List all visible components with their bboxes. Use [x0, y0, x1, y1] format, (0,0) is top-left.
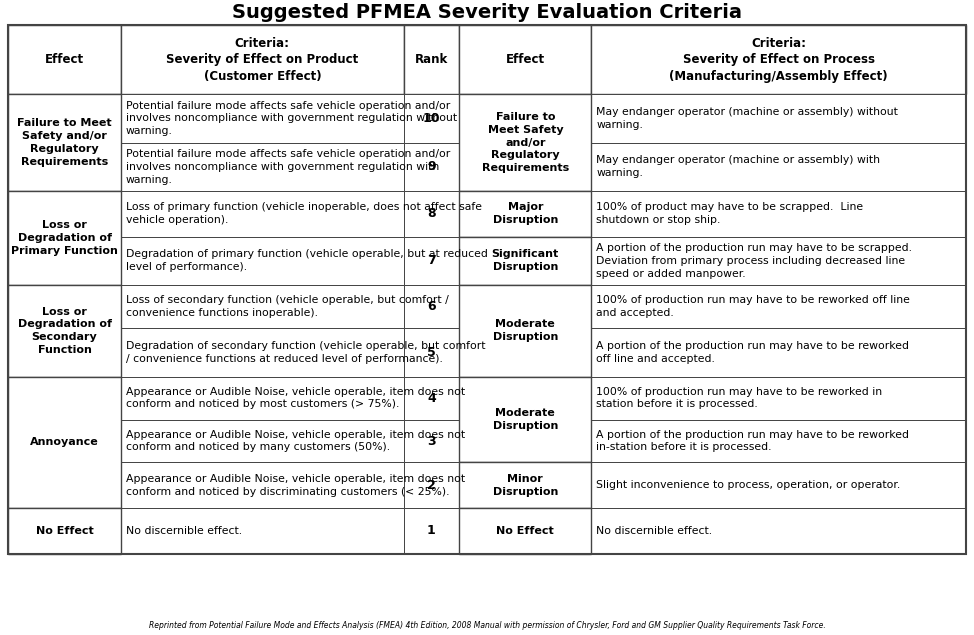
Bar: [403, 190, 459, 237]
Bar: [403, 420, 459, 462]
Text: 1: 1: [427, 525, 435, 537]
Text: 2: 2: [427, 479, 435, 491]
Text: Degradation of primary function (vehicle operable, but at reduced
level of perfo: Degradation of primary function (vehicle…: [126, 250, 488, 272]
Text: No Effect: No Effect: [497, 526, 554, 536]
Text: Moderate
Disruption: Moderate Disruption: [493, 319, 558, 342]
Text: 5: 5: [427, 346, 435, 359]
Text: 9: 9: [428, 160, 435, 173]
Bar: [459, 462, 591, 508]
Bar: [121, 237, 403, 285]
Text: Appearance or Audible Noise, vehicle operable, item does not
conform and noticed: Appearance or Audible Noise, vehicle ope…: [126, 430, 466, 452]
Bar: [121, 95, 403, 143]
Text: 6: 6: [428, 300, 435, 313]
Bar: [459, 377, 591, 462]
Text: Effect: Effect: [506, 53, 544, 66]
Text: No Effect: No Effect: [36, 526, 94, 536]
Bar: [591, 95, 966, 143]
Bar: [459, 190, 591, 237]
Bar: [121, 143, 403, 190]
Bar: [8, 25, 121, 95]
Bar: [403, 237, 459, 285]
Text: Potential failure mode affects safe vehicle operation and/or
involves noncomplia: Potential failure mode affects safe vehi…: [126, 149, 450, 185]
Bar: [459, 508, 591, 554]
Text: Potential failure mode affects safe vehicle operation and/or
involves noncomplia: Potential failure mode affects safe vehi…: [126, 101, 457, 137]
Bar: [591, 143, 966, 190]
Text: Loss of primary function (vehicle inoperable, does not affect safe
vehicle opera: Loss of primary function (vehicle inoper…: [126, 203, 482, 225]
Text: 4: 4: [427, 392, 435, 404]
Bar: [403, 328, 459, 377]
Bar: [591, 190, 966, 237]
Text: 7: 7: [427, 254, 435, 267]
Text: Loss of secondary function (vehicle operable, but comfort /
convenience function: Loss of secondary function (vehicle oper…: [126, 295, 449, 318]
Text: 100% of production run may have to be reworked in
station before it is processed: 100% of production run may have to be re…: [596, 387, 882, 410]
Bar: [121, 462, 403, 508]
Text: May endanger operator (machine or assembly) without
warning.: May endanger operator (machine or assemb…: [596, 107, 898, 130]
Text: A portion of the production run may have to be reworked
off line and accepted.: A portion of the production run may have…: [596, 341, 910, 364]
Text: Loss or
Degradation of
Secondary
Function: Loss or Degradation of Secondary Functio…: [18, 307, 111, 355]
Bar: [8, 508, 121, 554]
Text: Criteria:
Severity of Effect on Process
(Manufacturing/Assembly Effect): Criteria: Severity of Effect on Process …: [669, 37, 888, 83]
Text: 8: 8: [428, 207, 435, 220]
Bar: [459, 285, 591, 377]
Bar: [121, 25, 403, 95]
Bar: [459, 25, 591, 95]
Text: 3: 3: [428, 434, 435, 448]
Bar: [121, 377, 403, 420]
Bar: [403, 143, 459, 190]
Bar: [8, 377, 121, 508]
Text: Rank: Rank: [415, 53, 448, 66]
Text: Slight inconvenience to process, operation, or operator.: Slight inconvenience to process, operati…: [596, 480, 901, 490]
Bar: [591, 377, 966, 420]
Text: No discernible effect.: No discernible effect.: [596, 526, 713, 536]
Bar: [8, 190, 121, 285]
Text: Loss or
Degradation of
Primary Function: Loss or Degradation of Primary Function: [11, 220, 118, 256]
Text: 100% of product may have to be scrapped.  Line
shutdown or stop ship.: 100% of product may have to be scrapped.…: [596, 203, 864, 225]
Text: Significant
Disruption: Significant Disruption: [492, 250, 559, 272]
Bar: [121, 285, 403, 328]
Bar: [403, 377, 459, 420]
Bar: [8, 285, 121, 377]
Bar: [459, 237, 591, 285]
Bar: [403, 508, 459, 554]
Text: Minor
Disruption: Minor Disruption: [493, 474, 558, 497]
Text: 100% of production run may have to be reworked off line
and accepted.: 100% of production run may have to be re…: [596, 295, 911, 318]
Bar: [591, 420, 966, 462]
Text: Failure to
Meet Safety
and/or
Regulatory
Requirements: Failure to Meet Safety and/or Regulatory…: [482, 112, 569, 173]
Bar: [403, 285, 459, 328]
Bar: [591, 508, 966, 554]
Bar: [591, 462, 966, 508]
Bar: [403, 95, 459, 143]
Bar: [8, 95, 121, 190]
Bar: [121, 508, 403, 554]
Text: Degradation of secondary function (vehicle operable, but comfort
/ convenience f: Degradation of secondary function (vehic…: [126, 341, 486, 364]
Bar: [403, 462, 459, 508]
Text: Criteria:
Severity of Effect on Product
(Customer Effect): Criteria: Severity of Effect on Product …: [167, 37, 358, 83]
Text: May endanger operator (machine or assembly) with
warning.: May endanger operator (machine or assemb…: [596, 156, 880, 178]
Bar: [403, 25, 459, 95]
Text: 10: 10: [423, 112, 440, 125]
Text: A portion of the production run may have to be reworked
in-station before it is : A portion of the production run may have…: [596, 430, 910, 452]
Text: No discernible effect.: No discernible effect.: [126, 526, 243, 536]
Bar: [459, 95, 591, 190]
Text: Moderate
Disruption: Moderate Disruption: [493, 408, 558, 431]
Bar: [591, 25, 966, 95]
Bar: [591, 237, 966, 285]
Text: Annoyance: Annoyance: [30, 437, 99, 447]
Text: Major
Disruption: Major Disruption: [493, 203, 558, 225]
Bar: [121, 328, 403, 377]
Text: A portion of the production run may have to be scrapped.
Deviation from primary : A portion of the production run may have…: [596, 243, 913, 279]
Bar: [591, 328, 966, 377]
Text: Suggested PFMEA Severity Evaluation Criteria: Suggested PFMEA Severity Evaluation Crit…: [232, 3, 742, 22]
Bar: [121, 190, 403, 237]
Text: Failure to Meet
Safety and/or
Regulatory
Requirements: Failure to Meet Safety and/or Regulatory…: [18, 118, 112, 167]
Text: Effect: Effect: [45, 53, 84, 66]
Bar: [8, 25, 966, 554]
Bar: [591, 285, 966, 328]
Text: Reprinted from Potential Failure Mode and Effects Analysis (FMEA) 4th Edition, 2: Reprinted from Potential Failure Mode an…: [149, 620, 825, 629]
Text: Appearance or Audible Noise, vehicle operable, item does not
conform and noticed: Appearance or Audible Noise, vehicle ope…: [126, 474, 466, 497]
Bar: [121, 420, 403, 462]
Text: Appearance or Audible Noise, vehicle operable, item does not
conform and noticed: Appearance or Audible Noise, vehicle ope…: [126, 387, 466, 410]
